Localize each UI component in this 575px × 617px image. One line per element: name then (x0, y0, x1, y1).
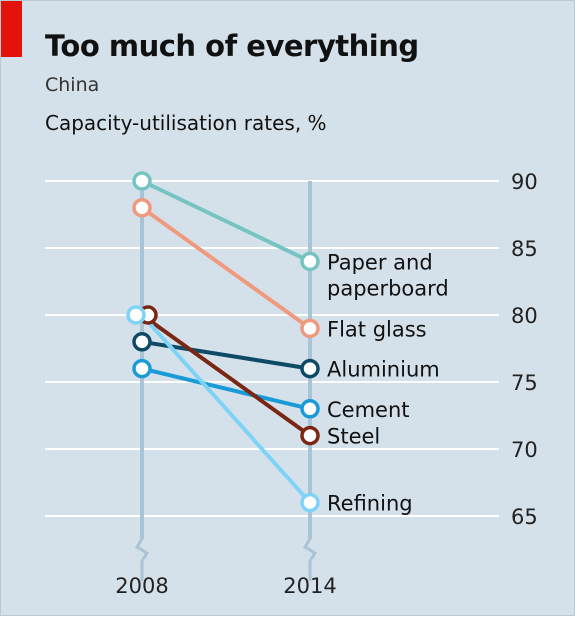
series-label-1: Flat glass (327, 317, 427, 341)
series-label-0-line1: paperboard (327, 276, 449, 300)
y-tick-label-70: 70 (511, 438, 538, 462)
series-label-3: Cement (327, 398, 410, 422)
series-label-5: Refining (327, 492, 413, 516)
axis-break-2014 (302, 538, 318, 581)
series-label-2: Aluminium (327, 358, 440, 382)
series-point-2-2008 (132, 332, 152, 352)
y-tick-label-65: 65 (511, 505, 538, 529)
y-tick-label-90: 90 (511, 170, 538, 194)
series-line-0 (140, 179, 312, 264)
series-label-4: Steel (327, 425, 380, 449)
brand-red-tag (1, 1, 22, 57)
series-point-0-2014 (300, 251, 320, 272)
series-point-4-2014 (300, 425, 320, 446)
series-label-0: Paper and (327, 250, 433, 274)
series-point-1-2008 (132, 198, 152, 218)
series-line-5 (140, 313, 312, 505)
chart-subtitle: China (45, 74, 100, 96)
chart-title: Too much of everything (45, 29, 419, 63)
series-line-3 (140, 366, 312, 411)
series-line-4 (140, 313, 312, 438)
series-point-5-2008 (126, 305, 146, 325)
y-tick-label-85: 85 (511, 237, 538, 261)
series-point-1-2014 (300, 318, 320, 339)
series-point-5-2014 (300, 492, 320, 513)
series-line-1 (140, 205, 312, 331)
y-tick-label-80: 80 (511, 304, 538, 328)
y-tick-label-75: 75 (511, 371, 538, 395)
x-tick-label-2014: 2014 (283, 574, 336, 598)
series-point-2-2014 (300, 358, 320, 379)
y-unit-label: Capacity-utilisation rates, % (45, 111, 327, 135)
series-point-3-2008 (132, 358, 152, 379)
series-point-3-2014 (300, 399, 320, 419)
x-tick-label-2008: 2008 (115, 574, 168, 598)
series-point-0-2008 (132, 171, 152, 191)
axis-break-2008 (134, 538, 150, 581)
